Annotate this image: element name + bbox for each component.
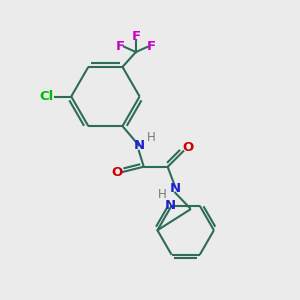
Text: O: O: [111, 166, 122, 179]
Text: F: F: [116, 40, 125, 53]
Text: N: N: [133, 139, 144, 152]
Text: N: N: [169, 182, 181, 195]
Text: F: F: [131, 30, 140, 43]
Text: O: O: [183, 141, 194, 154]
Text: Cl: Cl: [39, 90, 54, 103]
Text: H: H: [158, 188, 167, 201]
Text: N: N: [164, 199, 175, 212]
Text: H: H: [147, 131, 156, 145]
Text: F: F: [147, 40, 156, 53]
